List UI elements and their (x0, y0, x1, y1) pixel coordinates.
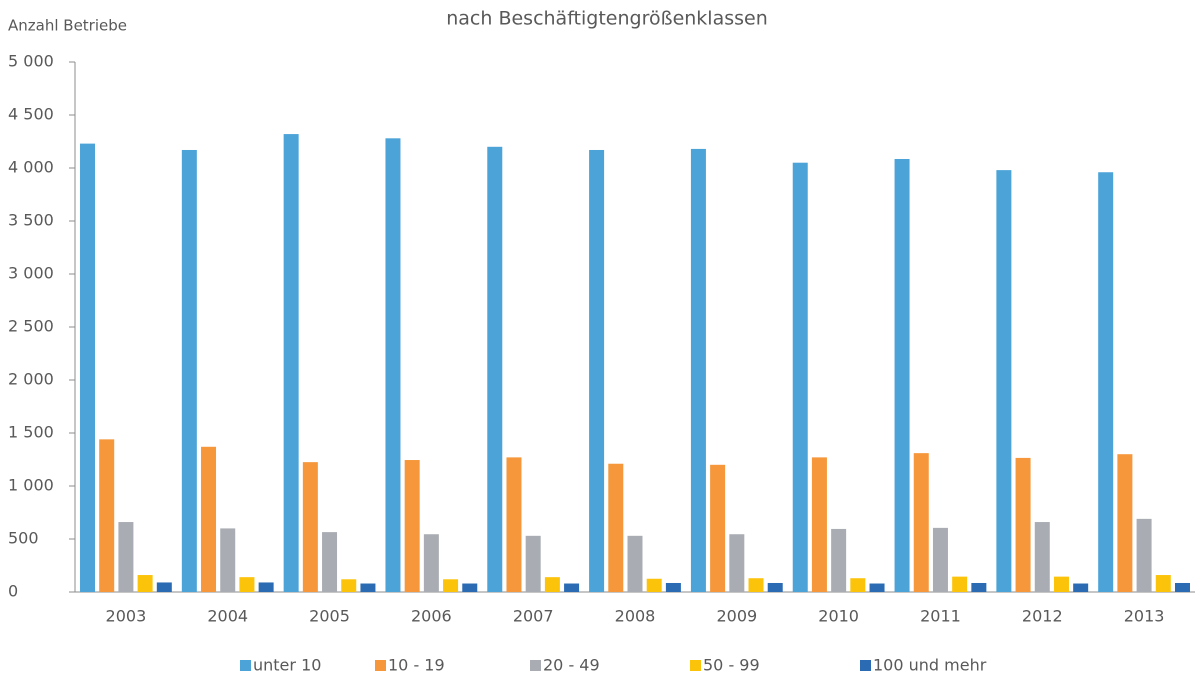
bar (1098, 172, 1114, 593)
bar (729, 534, 745, 592)
y-tick-label: 0 (8, 582, 18, 601)
bar (1136, 518, 1152, 592)
x-tick-label: 2013 (1124, 607, 1165, 626)
bar (589, 149, 605, 593)
y-axis-label: Anzahl Betriebe (8, 17, 127, 35)
bar (710, 464, 726, 592)
bar (971, 582, 987, 592)
bar (1117, 454, 1133, 592)
bar (99, 439, 115, 592)
bar (869, 583, 885, 592)
x-tick-label: 2004 (207, 607, 248, 626)
y-tick-label: 1 500 (8, 423, 54, 442)
bar (181, 149, 197, 593)
bar (665, 582, 681, 592)
legend-swatch (240, 660, 251, 671)
x-tick-label: 2012 (1022, 607, 1063, 626)
bar (360, 583, 376, 592)
legend-swatch (690, 660, 701, 671)
bar (156, 582, 172, 592)
legend-label: unter 10 (253, 656, 321, 675)
bar (1174, 582, 1190, 592)
bar (423, 534, 439, 592)
bar (627, 535, 643, 592)
bar (608, 463, 624, 592)
bar (137, 575, 153, 592)
bar (404, 460, 420, 592)
chart-title: nach Beschäftigtengrößenklassen (446, 8, 768, 30)
y-tick-label: 2 000 (8, 370, 54, 389)
bar (322, 532, 338, 592)
bar (220, 528, 236, 592)
x-tick-label: 2009 (716, 607, 757, 626)
bar (283, 134, 299, 592)
bar (385, 138, 401, 592)
y-tick-label: 3 500 (8, 211, 54, 230)
bar (201, 446, 217, 592)
y-tick-label: 4 500 (8, 105, 54, 124)
bar (996, 170, 1012, 592)
bar (80, 143, 96, 592)
bar (1034, 522, 1050, 592)
legend-swatch (375, 660, 386, 671)
x-tick-label: 2008 (615, 607, 656, 626)
bar (811, 457, 827, 592)
legend-label: 100 und mehr (873, 656, 987, 675)
bar (894, 158, 910, 593)
y-tick-label: 5 000 (8, 52, 54, 71)
bar (462, 583, 478, 592)
bar (1053, 576, 1069, 592)
bar (1155, 575, 1171, 592)
bar (767, 582, 783, 592)
bar (544, 577, 560, 592)
bar (646, 578, 662, 592)
bar (932, 527, 948, 592)
bar (690, 148, 706, 593)
bar (850, 578, 866, 592)
legend-swatch (860, 660, 871, 671)
bar (258, 582, 274, 592)
bar (792, 162, 808, 592)
bar (239, 577, 255, 592)
legend-label: 10 - 19 (388, 656, 445, 675)
y-tick-label: 1 000 (8, 476, 54, 495)
bar (506, 457, 522, 592)
bar (118, 522, 134, 592)
bar (1015, 457, 1031, 592)
bar (831, 528, 847, 592)
legend-label: 50 - 99 (703, 656, 760, 675)
bar (341, 579, 357, 592)
legend-swatch (530, 660, 541, 671)
x-tick-label: 2011 (920, 607, 961, 626)
y-tick-label: 3 000 (8, 264, 54, 283)
legend-label: 20 - 49 (543, 656, 600, 675)
x-tick-label: 2007 (513, 607, 554, 626)
y-tick-label: 2 500 (8, 317, 54, 336)
bar (564, 583, 580, 592)
y-tick-label: 500 (8, 529, 39, 548)
bar (302, 462, 318, 592)
y-tick-label: 4 000 (8, 158, 54, 177)
bar (525, 535, 541, 592)
bar (952, 576, 968, 592)
bar (1073, 583, 1089, 592)
x-tick-label: 2005 (309, 607, 350, 626)
bar (748, 578, 764, 592)
bar (487, 146, 503, 593)
bar (913, 453, 929, 592)
x-tick-label: 2010 (818, 607, 859, 626)
x-tick-label: 2006 (411, 607, 452, 626)
bar (443, 579, 459, 592)
x-tick-label: 2003 (106, 607, 147, 626)
